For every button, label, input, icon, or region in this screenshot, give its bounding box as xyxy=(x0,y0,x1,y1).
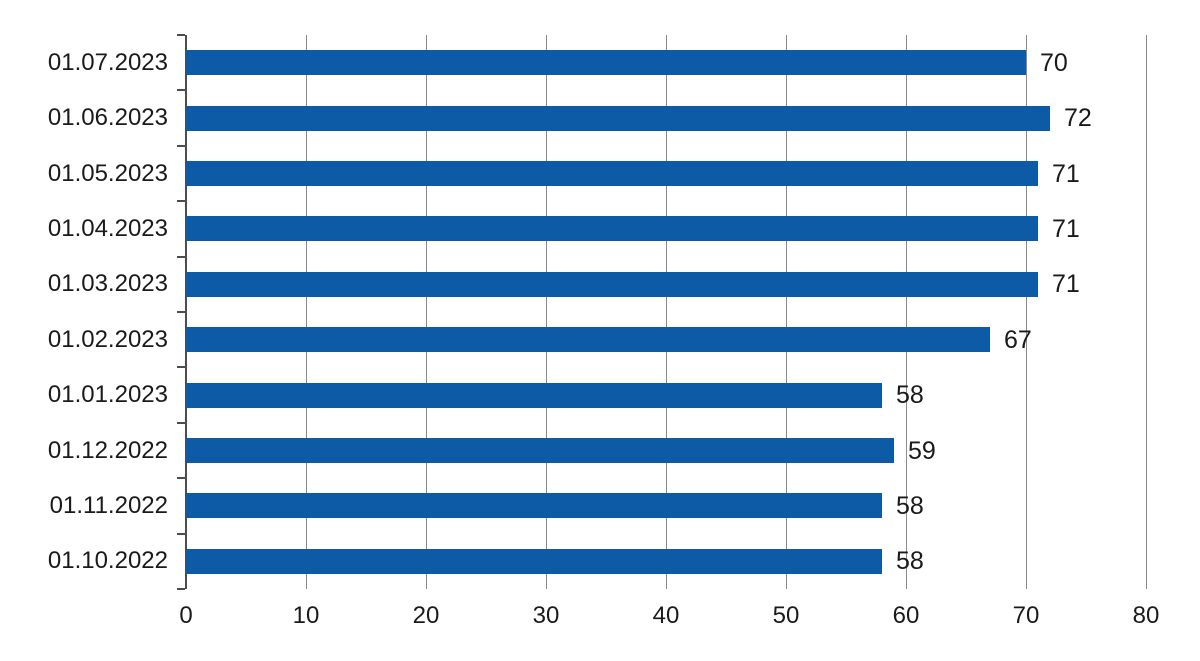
bar xyxy=(186,493,882,519)
bar xyxy=(186,438,894,463)
value-label: 71 xyxy=(1052,270,1080,299)
gridline xyxy=(1026,35,1027,589)
x-tick-label: 70 xyxy=(1012,602,1040,629)
category-label: 01.06.2023 xyxy=(47,104,168,132)
bar xyxy=(186,50,1026,76)
y-axis-tick xyxy=(177,34,185,36)
y-axis-line xyxy=(185,35,187,589)
x-tick-label: 50 xyxy=(772,602,800,629)
bar xyxy=(186,161,1038,186)
y-axis-tick xyxy=(177,421,185,424)
bar xyxy=(186,327,990,353)
y-axis-tick xyxy=(177,89,185,92)
x-tick-label: 80 xyxy=(1132,602,1160,629)
y-axis-tick xyxy=(177,366,185,369)
y-axis-tick xyxy=(177,144,185,147)
y-axis-tick xyxy=(177,477,185,480)
gridline xyxy=(306,35,307,589)
x-tick-label: 30 xyxy=(532,602,560,629)
category-label: 01.03.2023 xyxy=(47,270,168,298)
bar xyxy=(186,216,1038,242)
value-label: 58 xyxy=(896,547,924,576)
x-tick-label: 60 xyxy=(892,602,920,629)
x-tick-label: 10 xyxy=(292,602,320,629)
category-label: 01.01.2023 xyxy=(47,381,168,409)
gridline xyxy=(426,35,427,589)
bar xyxy=(186,548,882,574)
gridline xyxy=(546,35,547,589)
category-label: 01.04.2023 xyxy=(47,214,168,242)
value-label: 67 xyxy=(1004,325,1032,354)
gridline xyxy=(906,35,907,589)
value-label: 71 xyxy=(1052,214,1080,243)
gridline xyxy=(666,35,667,589)
bar xyxy=(186,382,882,408)
x-tick-label: 0 xyxy=(179,602,193,629)
bar xyxy=(186,105,1050,131)
y-axis-tick xyxy=(177,200,185,203)
value-label: 72 xyxy=(1064,104,1092,133)
y-axis-tick xyxy=(177,311,185,313)
value-label: 71 xyxy=(1052,159,1080,188)
category-label: 01.02.2023 xyxy=(47,325,168,353)
value-label: 70 xyxy=(1040,48,1068,77)
value-label: 59 xyxy=(908,436,936,465)
y-axis-tick xyxy=(177,532,185,535)
category-label: 01.05.2023 xyxy=(47,159,168,187)
y-axis-tick xyxy=(177,255,185,258)
category-label: 01.07.2023 xyxy=(47,48,168,76)
category-label: 01.10.2022 xyxy=(47,547,168,575)
x-tick-label: 20 xyxy=(412,602,440,629)
value-label: 58 xyxy=(896,491,924,520)
x-tick-label: 40 xyxy=(652,602,680,629)
bar xyxy=(186,271,1038,297)
gridline xyxy=(1146,35,1147,589)
category-label: 01.12.2022 xyxy=(47,436,168,464)
value-label: 58 xyxy=(896,381,924,410)
category-label: 01.11.2022 xyxy=(49,491,168,519)
gridline xyxy=(786,35,787,589)
y-axis-tick xyxy=(177,588,185,590)
